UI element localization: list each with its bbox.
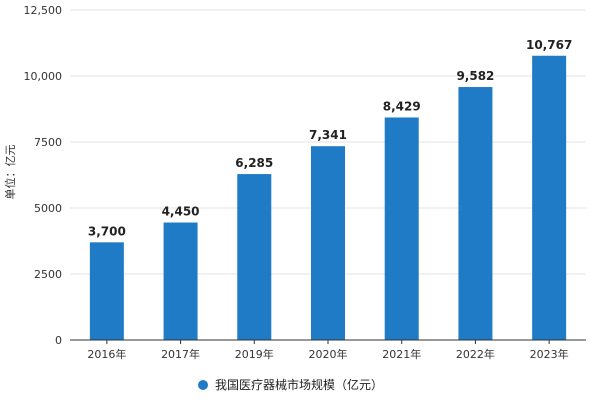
y-tick-label: 2500 <box>34 268 62 281</box>
y-axis-ticks: 0 2500 5000 7500 10,000 12,500 <box>24 4 63 347</box>
x-tick-label: 2019年 <box>235 347 274 361</box>
bar <box>163 222 198 340</box>
data-label: 8,429 <box>383 99 421 113</box>
x-axis-ticks: 2016年 2017年 2019年 2020年 2021年 2022年 2023年 <box>87 340 569 361</box>
data-label: 6,285 <box>235 156 273 170</box>
y-tick-label: 12,500 <box>24 4 63 17</box>
bar <box>458 87 493 340</box>
data-label: 9,582 <box>456 69 494 83</box>
x-tick-label: 2022年 <box>456 347 495 361</box>
grid-lines <box>70 9 586 275</box>
y-tick-label: 7500 <box>34 136 62 149</box>
data-labels: 3,700 4,450 6,285 7,341 8,429 9,582 10,767 <box>88 38 572 239</box>
y-tick-label: 0 <box>55 334 62 347</box>
data-label: 10,767 <box>526 38 572 52</box>
x-tick-label: 2016年 <box>87 347 126 361</box>
legend-marker <box>198 380 208 390</box>
bar <box>89 242 124 340</box>
bars <box>89 55 567 341</box>
bar <box>532 55 567 341</box>
y-axis-title: 单位：亿元 <box>3 145 17 200</box>
data-label: 4,450 <box>162 205 200 219</box>
legend-label: 我国医疗器械市场规模（亿元） <box>215 377 383 392</box>
y-tick-label: 5000 <box>34 202 62 215</box>
y-tick-label: 10,000 <box>24 70 63 83</box>
bar <box>311 146 345 340</box>
data-label: 3,700 <box>88 224 126 238</box>
x-tick-label: 2020年 <box>309 347 348 361</box>
bar <box>384 117 419 341</box>
bar <box>237 174 272 340</box>
x-tick-label: 2017年 <box>161 347 200 361</box>
x-tick-label: 2023年 <box>530 347 569 361</box>
data-label: 7,341 <box>309 128 347 142</box>
x-tick-label: 2021年 <box>382 347 421 361</box>
legend: 我国医疗器械市场规模（亿元） <box>198 377 383 392</box>
